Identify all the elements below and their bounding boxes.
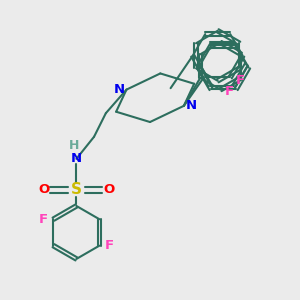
Text: F: F bbox=[105, 239, 114, 252]
Text: N: N bbox=[71, 152, 82, 165]
Text: S: S bbox=[71, 182, 82, 197]
Text: F: F bbox=[225, 85, 234, 98]
Text: F: F bbox=[236, 74, 245, 87]
Text: F: F bbox=[39, 213, 48, 226]
Text: N: N bbox=[186, 99, 197, 112]
Text: N: N bbox=[113, 83, 124, 96]
Text: H: H bbox=[69, 140, 79, 152]
Text: O: O bbox=[103, 183, 114, 196]
Text: O: O bbox=[38, 183, 50, 196]
